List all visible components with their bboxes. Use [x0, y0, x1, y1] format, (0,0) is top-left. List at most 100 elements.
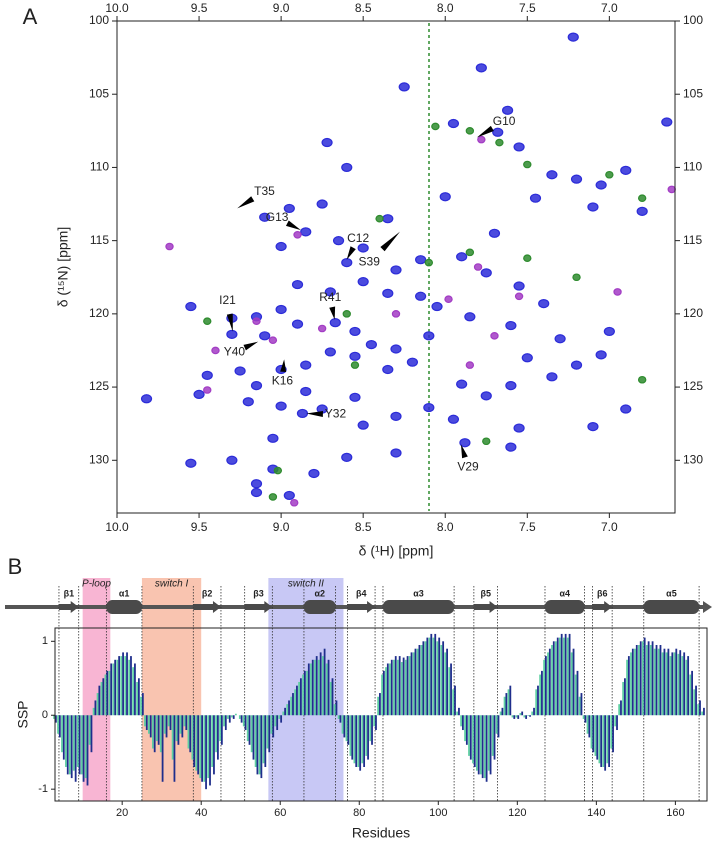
- bar: [339, 715, 342, 723]
- bar: [428, 637, 431, 716]
- bar: [292, 693, 294, 716]
- peak: [390, 448, 402, 458]
- bar: [102, 678, 105, 716]
- bar: [444, 652, 447, 716]
- bar: [104, 674, 107, 716]
- bar: [627, 656, 630, 716]
- annotation: K16: [272, 373, 294, 387]
- peak: [342, 310, 351, 318]
- peak: [415, 291, 427, 301]
- bar: [132, 667, 135, 716]
- bar: [353, 715, 356, 764]
- bar: [325, 663, 328, 716]
- peak: [567, 32, 579, 42]
- bar: [373, 715, 376, 727]
- bar: [426, 637, 429, 716]
- bar: [552, 641, 555, 716]
- bar: [120, 656, 123, 716]
- peak: [415, 255, 427, 265]
- annotation: S39: [359, 255, 381, 269]
- peak: [423, 402, 435, 413]
- peak: [332, 236, 345, 246]
- bar: [683, 652, 686, 716]
- bar: [446, 648, 448, 716]
- bar: [586, 715, 589, 734]
- annotation-arrow: [243, 341, 259, 351]
- y-tick-label: 100: [89, 13, 109, 27]
- bar: [278, 715, 281, 719]
- bar: [250, 715, 253, 753]
- peak: [283, 203, 295, 214]
- bar: [667, 648, 670, 716]
- bar: [153, 715, 156, 753]
- y-tick-label-right: 115: [683, 233, 702, 247]
- y-tick-label: 105: [89, 86, 109, 100]
- x-tick-label: 8.0: [437, 520, 454, 534]
- peak: [480, 391, 492, 401]
- bar: [62, 715, 65, 760]
- region: [141, 578, 202, 801]
- peak: [587, 422, 599, 432]
- bar: [260, 715, 263, 779]
- peak: [546, 372, 558, 382]
- bar: [675, 648, 678, 716]
- bar: [144, 715, 146, 727]
- peak: [252, 317, 261, 325]
- bar: [612, 715, 614, 753]
- peak: [316, 199, 328, 209]
- bar: [231, 715, 233, 718]
- bar: [507, 689, 510, 716]
- bar: [94, 700, 97, 716]
- bar: [631, 648, 634, 716]
- peak: [492, 127, 504, 137]
- region-label: P-loop: [82, 579, 111, 590]
- helix: [643, 600, 700, 614]
- bar: [351, 715, 354, 760]
- bar: [398, 656, 401, 716]
- peak: [505, 442, 517, 452]
- x-tick-label: 7.0: [601, 520, 618, 534]
- bar: [246, 715, 249, 742]
- peak: [250, 381, 263, 391]
- x-tick-label: 100: [429, 807, 447, 819]
- bar: [638, 645, 640, 716]
- peak: [259, 331, 271, 341]
- peak: [513, 423, 525, 433]
- bar: [217, 715, 219, 760]
- peak: [447, 118, 460, 129]
- bar: [311, 659, 314, 716]
- x-tick-label: 7.5: [519, 520, 536, 534]
- bar: [302, 674, 304, 716]
- bar: [264, 715, 267, 767]
- peak: [398, 82, 410, 92]
- bar: [576, 670, 579, 716]
- peak: [165, 242, 174, 251]
- annotation: T35: [254, 184, 275, 198]
- peak: [382, 214, 394, 224]
- bar: [543, 659, 545, 716]
- bar: [602, 715, 605, 767]
- bar: [112, 663, 115, 716]
- bar: [594, 715, 597, 756]
- bar: [547, 652, 549, 716]
- bar: [450, 663, 452, 716]
- bar: [223, 715, 225, 727]
- bar: [363, 715, 366, 767]
- bar: [454, 685, 456, 716]
- peak: [226, 329, 238, 339]
- bar: [645, 645, 648, 716]
- bar: [616, 715, 618, 731]
- peak: [321, 137, 333, 148]
- strand: [193, 601, 221, 613]
- bar: [499, 711, 502, 716]
- bar: [657, 648, 660, 716]
- peak: [382, 364, 394, 375]
- bar: [440, 645, 443, 716]
- annotation: Y32: [325, 407, 347, 421]
- bar: [386, 663, 389, 716]
- bar: [643, 637, 646, 716]
- bar: [600, 715, 603, 767]
- bar: [98, 685, 101, 716]
- peak: [234, 366, 246, 376]
- panel-label: A: [23, 4, 38, 29]
